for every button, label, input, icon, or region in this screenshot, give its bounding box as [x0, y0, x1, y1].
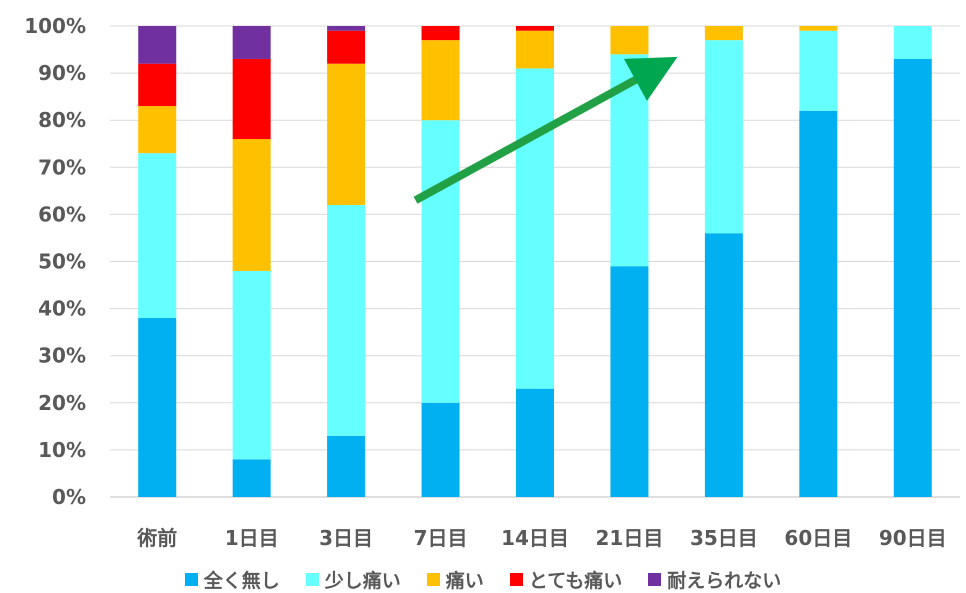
bar-segment: [327, 30, 366, 64]
bars: [138, 26, 932, 498]
bar-segment: [799, 30, 838, 111]
legend-label: 痛い: [445, 569, 484, 592]
y-tick-label: 80%: [38, 108, 86, 132]
legend-swatch: [305, 572, 319, 586]
legend-label: とても痛い: [528, 569, 623, 592]
bar-segment: [704, 26, 743, 41]
bar-segment: [138, 318, 177, 497]
bar-segment: [421, 40, 460, 121]
y-tick-label: 20%: [38, 391, 86, 415]
bar-segment: [516, 26, 554, 31]
bar-segment: [138, 106, 177, 154]
bar-segment: [327, 204, 366, 436]
bar-segment: [232, 58, 271, 140]
bar-segment: [610, 26, 649, 55]
trend-arrow: [413, 56, 678, 204]
legend-item: 耐えられない: [648, 566, 781, 593]
annotations: [413, 56, 678, 204]
bar-segment: [138, 63, 177, 107]
bar-segment: [421, 26, 460, 41]
bar-segment: [704, 233, 743, 498]
bar-segment: [799, 26, 838, 31]
x-tick-label: 21日目: [596, 526, 664, 550]
x-tick-label: 術前: [136, 526, 177, 550]
legend: 全く無し 少し痛い 痛い とても痛い 耐えられない: [0, 565, 966, 593]
y-tick-label: 0%: [52, 485, 86, 509]
y-tick-label: 50%: [38, 250, 86, 274]
y-tick-label: 100%: [24, 14, 86, 38]
bar-segment: [799, 110, 838, 497]
bar-segment: [421, 402, 460, 497]
x-tick-label: 35日目: [690, 526, 758, 550]
y-tick-label: 60%: [38, 202, 86, 226]
bar-segment: [516, 68, 554, 389]
legend-label: 少し痛い: [324, 569, 401, 592]
legend-item: 少し痛い: [305, 566, 401, 593]
x-tick-label: 90日目: [879, 526, 947, 550]
bar-segment: [327, 63, 366, 205]
legend-label: 耐えられない: [667, 569, 782, 592]
y-tick-label: 40%: [38, 297, 86, 321]
bar-segment: [327, 435, 366, 497]
x-axis-ticks: 術前 1日目 3日目 7日目 14日目 21日目 35日目 60日目 90日目: [136, 526, 946, 550]
bar-segment: [421, 120, 460, 403]
bar-segment: [893, 26, 932, 59]
x-tick-label: 1日目: [225, 526, 279, 550]
y-tick-label: 30%: [38, 344, 86, 368]
bar-segment: [704, 40, 743, 234]
bar-segment: [138, 153, 177, 319]
x-tick-label: 7日目: [414, 526, 468, 550]
bar-segment: [327, 26, 366, 31]
legend-label: 全く無し: [203, 569, 280, 592]
bar-segment: [232, 139, 271, 271]
x-tick-label: 60日目: [784, 526, 852, 550]
x-tick-label: 3日目: [319, 526, 373, 550]
y-axis-ticks: 0% 10% 20% 30% 40% 50% 60% 70% 80% 90% 100%: [24, 14, 86, 509]
legend-item: 痛い: [426, 566, 484, 593]
legend-item: とても痛い: [509, 566, 623, 593]
legend-swatch: [509, 572, 523, 586]
bar-segment: [610, 266, 649, 497]
legend-swatch: [426, 572, 440, 586]
y-tick-label: 90%: [38, 61, 86, 85]
bar-segment: [232, 270, 271, 460]
legend-swatch: [184, 572, 198, 586]
bar-segment: [516, 388, 554, 497]
bar-segment: [138, 26, 177, 64]
y-tick-label: 10%: [38, 438, 86, 462]
bar-segment: [232, 26, 271, 59]
legend-item: 全く無し: [184, 566, 280, 593]
stacked-bar-chart: 0% 10% 20% 30% 40% 50% 60% 70% 80% 90% 100% 術前 1日目 3…: [24, 14, 960, 550]
bar-segment: [893, 58, 932, 497]
x-tick-label: 14日目: [501, 526, 569, 550]
bar-segment: [516, 30, 554, 69]
legend-swatch: [648, 572, 662, 586]
bar-segment: [232, 459, 271, 497]
y-tick-label: 70%: [38, 155, 86, 179]
